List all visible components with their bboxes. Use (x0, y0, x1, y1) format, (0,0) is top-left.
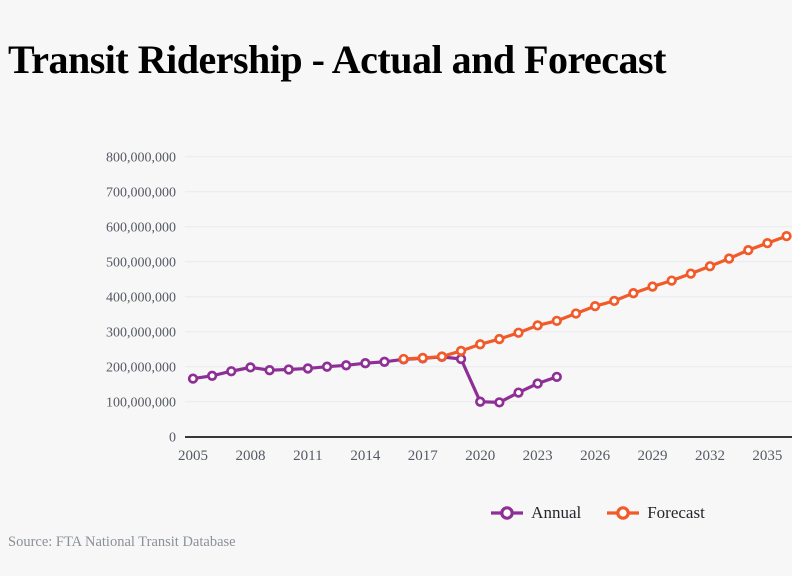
data-point-forecast (704, 261, 716, 272)
forecast-line-marker-icon (607, 506, 640, 520)
source-note: Source: FTA National Transit Database (8, 534, 236, 550)
data-point-annual (532, 378, 543, 389)
data-point-forecast (570, 308, 582, 319)
data-point-forecast (436, 351, 448, 362)
x-axis-tick-label: 2026 (580, 448, 611, 464)
chart-legend: Annual Forecast (404, 503, 792, 523)
data-point-forecast (609, 295, 620, 307)
data-point-annual (360, 358, 371, 369)
data-point-forecast (513, 327, 524, 338)
data-point-annual (302, 363, 314, 374)
legend-item-annual: Annual (491, 503, 581, 523)
annual-line-marker-icon (491, 506, 524, 520)
x-axis-tick-label: 2017 (408, 448, 439, 464)
legend-label-annual: Annual (531, 503, 582, 522)
data-point-annual (321, 361, 333, 372)
ridership-line-chart: 0 100,000,000 200,000,000 300,000,000 400,00… (106, 150, 792, 464)
y-axis-tick-label: 0 (169, 430, 176, 445)
x-axis-tick-label: 2035 (752, 448, 782, 464)
data-point-annual (341, 360, 352, 371)
x-axis-tick-label: 2032 (695, 448, 725, 464)
data-point-forecast (494, 333, 505, 345)
data-point-forecast (475, 339, 486, 350)
data-point-annual (206, 370, 218, 381)
y-axis-tick-label: 400,000,000 (106, 290, 176, 305)
x-axis-tick-label: 2014 (350, 448, 381, 464)
y-axis-tick-label: 100,000,000 (106, 395, 176, 410)
x-axis-tick-label: 2029 (638, 448, 668, 464)
x-axis-tick-label: 2023 (523, 448, 553, 464)
data-point-forecast (455, 345, 467, 357)
data-point-annual (455, 353, 467, 365)
data-point-annual (226, 366, 237, 377)
x-axis-tick-label: 2011 (293, 448, 322, 464)
data-point-annual (187, 373, 199, 384)
chart-title: Transit Ridership - Actual and Forecast (8, 37, 666, 82)
data-point-forecast (398, 353, 409, 365)
x-axis-tick-label: 2005 (178, 448, 208, 464)
y-axis-tick-label: 200,000,000 (106, 360, 176, 375)
data-point-annual (475, 396, 486, 407)
data-point-annual (264, 365, 275, 376)
y-axis-tick-label: 500,000,000 (106, 255, 176, 270)
x-axis-tick-label: 2008 (235, 448, 265, 464)
data-point-forecast (551, 315, 562, 327)
data-point-annual (245, 362, 256, 373)
data-point-annual (551, 371, 562, 383)
data-point-forecast (743, 244, 754, 256)
data-point-forecast (762, 237, 773, 249)
x-axis-tick-label: 2020 (465, 448, 495, 464)
legend-label-forecast: Forecast (647, 503, 705, 522)
data-point-annual (513, 387, 524, 398)
data-point-forecast (723, 253, 735, 264)
data-point-annual (494, 397, 505, 408)
data-point-forecast (647, 281, 658, 292)
data-point-forecast (532, 320, 543, 331)
data-point-forecast (628, 288, 639, 299)
y-axis-tick-label: 800,000,000 (106, 150, 176, 165)
data-point-forecast (781, 230, 792, 242)
data-point-forecast (685, 268, 696, 279)
y-axis-tick-label: 700,000,000 (106, 185, 176, 200)
y-axis-tick-label: 300,000,000 (106, 325, 176, 340)
data-point-forecast (666, 275, 677, 286)
data-point-annual (379, 356, 390, 367)
y-axis-tick-label: 600,000,000 (106, 220, 176, 235)
data-point-annual (283, 364, 294, 375)
data-point-forecast (417, 352, 428, 364)
data-point-forecast (589, 301, 601, 312)
legend-item-forecast: Forecast (607, 503, 705, 523)
